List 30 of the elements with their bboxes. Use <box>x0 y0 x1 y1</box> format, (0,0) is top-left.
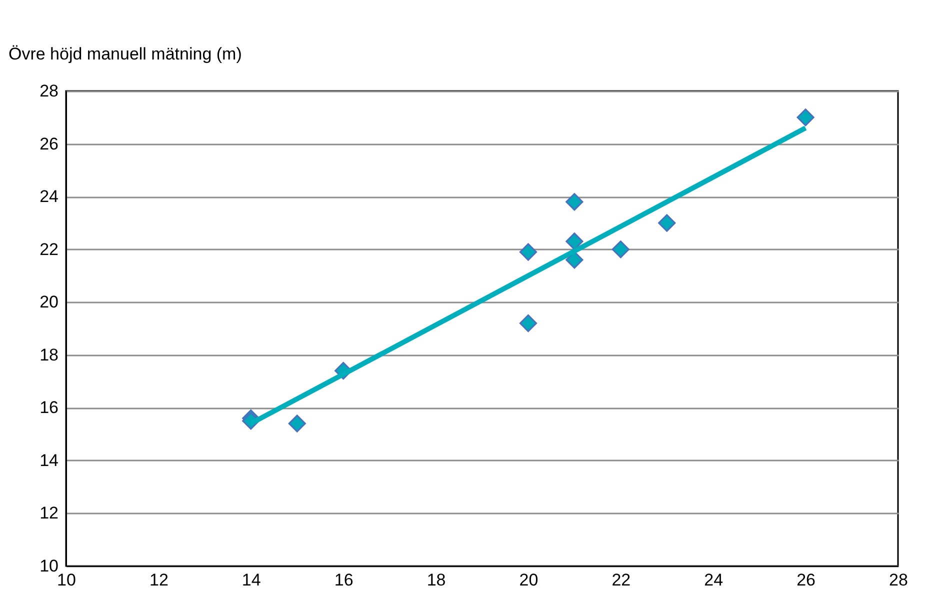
point <box>612 240 630 258</box>
x-tick-label: 16 <box>334 570 354 590</box>
x-tick-label: 24 <box>704 570 724 590</box>
x-tick-label: 20 <box>519 570 538 590</box>
x-tick-label: 18 <box>426 570 446 590</box>
point <box>519 314 538 332</box>
y-tick-label: 24 <box>40 187 58 206</box>
y-tick-label: 28 <box>40 82 58 100</box>
y-tick-label: 16 <box>40 398 58 418</box>
y-axis-title: Övre höjd manuell mätning (m) <box>8 44 242 64</box>
x-tick-label: 14 <box>242 570 261 590</box>
point <box>796 108 814 126</box>
x-tick-label: 28 <box>889 570 908 590</box>
y-tick-label: 18 <box>40 345 58 364</box>
y-tick-label: 22 <box>40 240 58 259</box>
point <box>566 232 584 250</box>
x-tick-label: 12 <box>149 570 168 590</box>
y-tick-label: 26 <box>40 134 58 154</box>
y-tick-label: 14 <box>40 450 58 470</box>
point <box>566 193 584 211</box>
x-tick-label: 22 <box>612 570 631 590</box>
point <box>658 214 676 232</box>
x-tick-label: 10 <box>57 570 76 590</box>
point <box>566 251 584 269</box>
y-tick-label: 20 <box>40 292 58 312</box>
point <box>519 243 538 261</box>
y-tick-label: 12 <box>40 504 58 523</box>
point <box>288 414 306 432</box>
x-tick-label: 26 <box>796 570 816 590</box>
y-tick-label: 10 <box>40 556 58 576</box>
